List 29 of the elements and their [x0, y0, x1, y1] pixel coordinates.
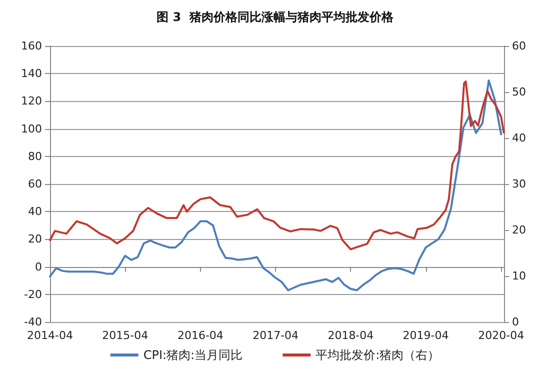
legend-label: 平均批发价:猪肉（右）	[316, 348, 440, 362]
y2-tick-label: 50	[512, 86, 526, 98]
chart-title: 图 3 猪肉价格同比涨幅与猪肉平均批发价格	[156, 10, 394, 24]
x-tick-label: 2014-04	[27, 329, 73, 342]
x-tick-label: 2016-04	[177, 329, 224, 342]
y-tick-label: 20	[28, 232, 42, 246]
y-tick-label: 80	[28, 150, 42, 163]
x-tick-label: 2020-04	[478, 329, 524, 342]
x-tick-label: 2019-04	[402, 329, 449, 342]
y2-tick-label: 60	[512, 40, 526, 52]
y-tick-label: -40	[24, 316, 42, 328]
x-tick-label: 2018-04	[328, 329, 374, 342]
legend-label: CPI:猪肉:当月同比	[143, 348, 243, 362]
y2-tick-label: 40	[512, 132, 526, 144]
y-tick-label: 120	[21, 94, 42, 108]
y2-tick-label: 0	[512, 316, 519, 328]
y-tick-label: -20	[24, 288, 42, 301]
y2-tick-label: 10	[512, 270, 526, 282]
y-tick-label: 160	[21, 40, 42, 52]
x-tick-label: 2017-04	[252, 329, 299, 342]
y-tick-label: 60	[28, 178, 42, 190]
y2-tick-label: 20	[512, 224, 526, 236]
y-tick-label: 40	[28, 205, 42, 218]
y-tick-label: 100	[21, 122, 42, 136]
x-tick-label: 2015-04	[102, 329, 148, 342]
y2-tick-label: 30	[512, 178, 526, 190]
y-tick-label: 140	[21, 67, 42, 80]
line-series	[49, 80, 505, 250]
y-tick-label: 0	[35, 260, 42, 274]
